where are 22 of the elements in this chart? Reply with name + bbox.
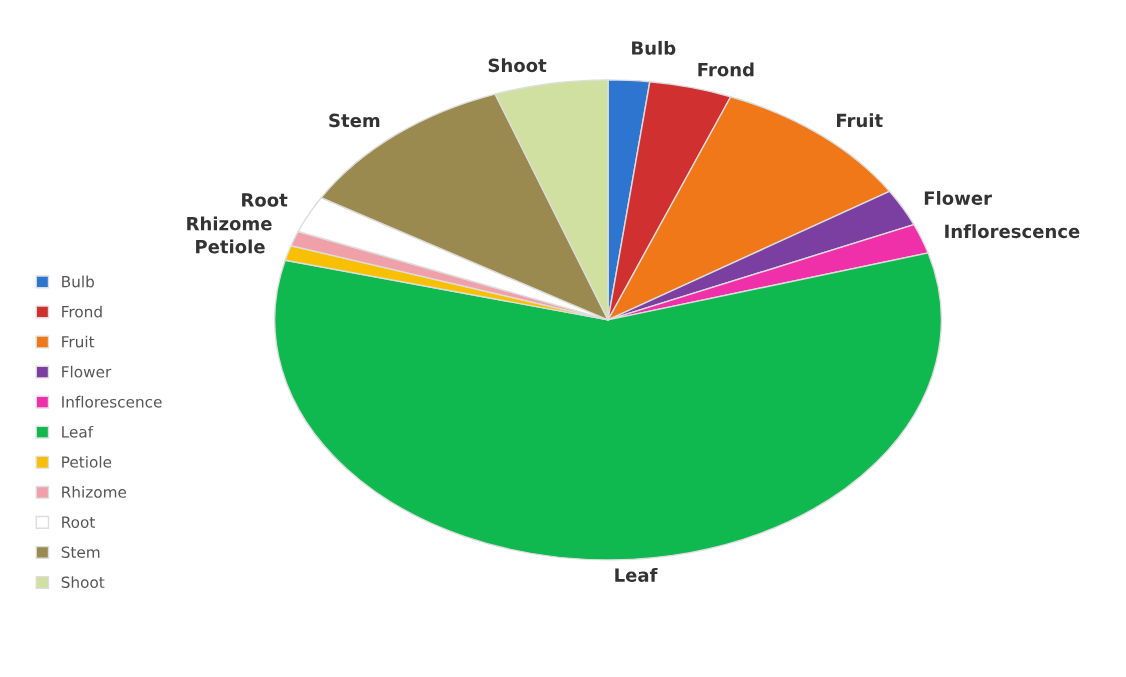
legend-label: Fruit	[62, 335, 95, 348]
legend-label: Shoot	[61, 576, 105, 589]
slice-label: Frond	[698, 62, 754, 77]
legend-label: Inflorescence	[62, 395, 162, 408]
slice-label: Root	[242, 193, 288, 207]
legend-label: Frond	[62, 305, 102, 318]
slice-label: Shoot	[488, 58, 547, 73]
legend-label: Petiole	[62, 455, 112, 468]
legend-label: Flower	[62, 365, 112, 378]
slice-label: Stem	[329, 113, 380, 128]
slice-label: Flower	[924, 190, 992, 205]
legend-label: Stem	[61, 546, 100, 558]
legend-label: Rhizome	[62, 486, 127, 498]
slice-label: Fruit	[837, 113, 883, 128]
slice-label: Inflorescence	[945, 224, 1080, 239]
legend-label: Root	[62, 516, 95, 528]
slice-label: Petiole	[196, 239, 265, 254]
slice-label: Rhizome	[187, 216, 272, 231]
legend-label: Bulb	[62, 275, 94, 288]
category-label: Leaf	[615, 567, 658, 582]
legend-label: Leaf	[62, 425, 94, 438]
slice-label: Bulb	[632, 40, 676, 55]
